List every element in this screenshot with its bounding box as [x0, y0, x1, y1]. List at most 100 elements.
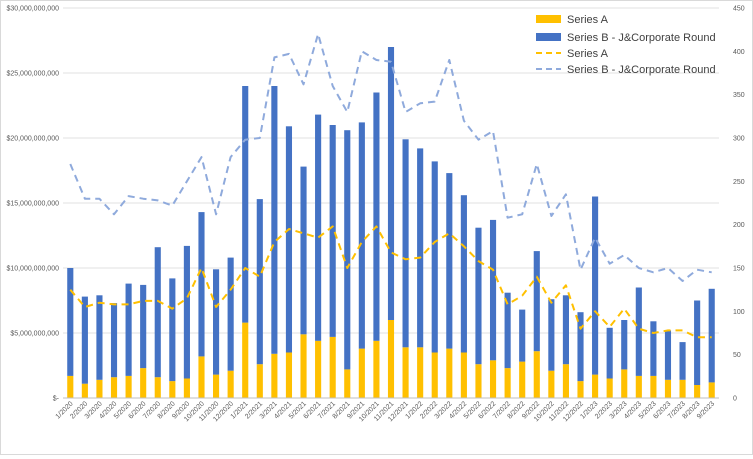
y-right-tick-label: 350 [733, 92, 745, 99]
line-series-b [69, 33, 712, 282]
y-left-tick-label: $25,000,000,000 [6, 71, 59, 78]
y-right-tick-label: 100 [733, 309, 745, 316]
bar-series-a [664, 379, 672, 398]
bar-series-b [504, 292, 511, 369]
bar-series-a [606, 378, 613, 398]
bar-series-b [548, 299, 555, 371]
bar-series-b [140, 284, 147, 369]
y-axis-left: $- $5,000,000,000 $10,000,000,000 $15,000,0… [6, 6, 59, 403]
legend-label-series-a-bar: Series A [567, 14, 609, 26]
bar-series-b [110, 303, 118, 378]
bar-series-b [417, 148, 424, 348]
bar-series-b [67, 268, 74, 376]
bar-series-a [67, 375, 74, 398]
bar-series-b [96, 295, 103, 380]
bar-series-b [198, 212, 205, 357]
bar-series-group [67, 47, 715, 398]
bar-series-b [592, 196, 599, 375]
bar-series-a [694, 385, 701, 398]
bar-series-a [344, 369, 351, 398]
bar-series-b [256, 199, 263, 365]
line-series-a [69, 225, 712, 339]
bar-series-b [562, 295, 569, 365]
bar-series-a [140, 368, 147, 398]
bar-series-b [329, 125, 336, 337]
bar-series-a [446, 348, 453, 398]
bar-series-b [344, 130, 351, 370]
y-right-tick-label: 150 [733, 266, 745, 273]
bar-series-b [387, 47, 395, 320]
bar-series-a [271, 353, 278, 398]
bar-series-b [373, 92, 380, 341]
y-left-tick-label: $5,000,000,000 [10, 331, 59, 338]
bar-series-b [577, 312, 584, 382]
y-right-tick-label: 250 [733, 179, 745, 186]
y-right-tick-label: 50 [733, 352, 741, 359]
bar-series-a [285, 352, 293, 398]
bar-series-a [708, 382, 715, 398]
bar-series-b [664, 330, 672, 380]
bar-series-b [227, 257, 234, 371]
bar-series-a [417, 347, 424, 398]
legend-label-series-b-line: Series B - J&Corporate Round [567, 64, 716, 76]
bar-series-b [358, 122, 365, 349]
bar-series-b [475, 227, 482, 365]
legend: Series A Series B - J&Corporate Round Se… [536, 14, 716, 76]
bar-series-b [285, 126, 293, 353]
bar-series-a [679, 379, 686, 398]
legend-swatch-series-a-bar [536, 15, 561, 23]
bar-series-b [169, 278, 176, 382]
bar-series-a [635, 375, 642, 398]
bar-series-a [577, 381, 584, 398]
bar-series-b [533, 251, 540, 352]
bar-series-a [300, 334, 307, 398]
bar-series-b [650, 321, 657, 376]
bar-series-a [329, 336, 336, 398]
bar-series-a [183, 378, 190, 398]
bar-series-a [519, 361, 526, 398]
bar-series-b [606, 327, 613, 379]
bar-series-b [300, 166, 307, 335]
bar-series-a [373, 340, 380, 398]
bar-series-b [621, 320, 628, 370]
y-left-tick-label: $15,000,000,000 [6, 201, 59, 208]
bar-series-a [562, 364, 569, 398]
bar-series-b [519, 309, 526, 362]
y-axis-right: 0 50 100 150 200 250 300 350 400 450 [733, 6, 745, 403]
bar-series-a [592, 374, 599, 398]
bar-series-a [110, 377, 118, 398]
y-right-tick-label: 300 [733, 136, 745, 143]
y-left-tick-label: $20,000,000,000 [6, 136, 59, 143]
bar-series-a [198, 356, 205, 398]
bar-series-a [533, 351, 540, 398]
bar-series-a [489, 360, 497, 398]
bar-series-b [446, 173, 453, 349]
y-right-tick-label: 200 [733, 222, 745, 229]
legend-label-series-a-line: Series A [567, 48, 609, 60]
bar-series-a [358, 348, 365, 398]
bar-series-b [708, 288, 715, 383]
bar-series-a [169, 381, 176, 398]
bar-series-a [242, 322, 249, 398]
bar-series-a [548, 370, 555, 398]
line-series-group [69, 33, 712, 339]
bar-series-b [694, 300, 701, 385]
legend-label-series-b-bar: Series B - J&Corporate Round [567, 32, 716, 44]
bar-series-a [213, 374, 220, 398]
bar-series-b [315, 114, 322, 341]
bar-series-b [154, 247, 161, 378]
bar-series-a [256, 364, 263, 398]
bar-series-b [635, 287, 642, 376]
bar-series-a [650, 375, 657, 398]
bar-series-b [402, 139, 409, 348]
bar-series-a [96, 379, 103, 398]
bar-series-b [81, 296, 88, 384]
bar-series-b [125, 283, 132, 376]
y-left-tick-label: $30,000,000,000 [6, 6, 59, 13]
bar-series-a [402, 347, 409, 398]
y-left-tick-label: $10,000,000,000 [6, 266, 59, 273]
bar-series-b [213, 269, 220, 375]
y-right-tick-label: 0 [733, 396, 737, 403]
bar-series-b [183, 245, 190, 379]
